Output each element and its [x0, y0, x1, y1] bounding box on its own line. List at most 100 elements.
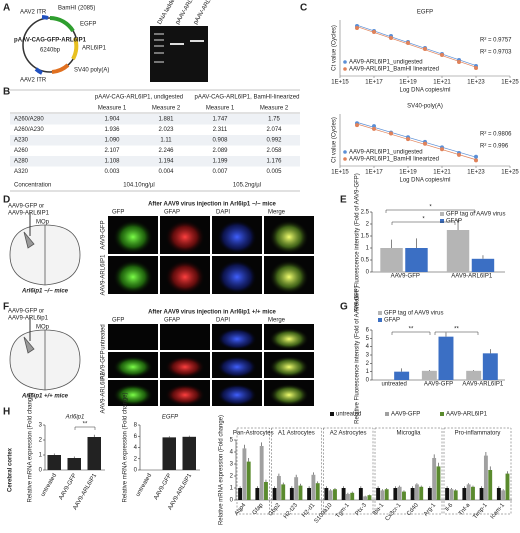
y-axis-label: Relative mRNA expression (Fold change) [219, 415, 225, 525]
data-point [440, 147, 444, 152]
data-point [406, 137, 410, 142]
row-label: AAV9-GFP [101, 220, 107, 249]
itr-segment [41, 15, 49, 20]
bar [462, 488, 467, 500]
trend-line [356, 122, 477, 158]
table-cell: 1.936 [104, 127, 120, 133]
table-header: pAAV-CAG-ARL6IP1, undigested [95, 95, 183, 101]
x-tick-label: AAV9-ARL6IP1 [451, 274, 493, 280]
table-cell: 1.75 [268, 117, 280, 123]
legend-swatch [440, 219, 444, 223]
stain [217, 356, 257, 378]
column-label: DAPI [216, 210, 230, 216]
data-point [372, 30, 376, 34]
data-point [423, 141, 427, 146]
legend-marker [343, 60, 347, 64]
annotation: R² = 0.9703 [480, 50, 512, 56]
table-cell: 2.023 [158, 127, 174, 133]
region-label: Cerebral cortex [8, 447, 14, 492]
trend-line [356, 123, 477, 161]
legend-swatch [330, 412, 334, 416]
map-label: SV40 poly(A) [74, 68, 109, 74]
table-cell: 2.058 [266, 148, 282, 154]
legend-swatch [440, 212, 444, 216]
stain [269, 356, 309, 378]
table-cell: 0.992 [266, 138, 282, 144]
x-tick-label: Timp-1 [472, 502, 489, 520]
bar [479, 488, 484, 500]
bar [328, 490, 333, 500]
legend-swatch [378, 318, 382, 322]
x-tick-label: untreated [135, 473, 153, 498]
bar [345, 494, 350, 500]
chart-title: EGFP [417, 10, 433, 16]
x-tick-label: AAV9-GFP [424, 382, 453, 388]
row-label: untreated [101, 324, 107, 349]
data-point [389, 36, 393, 40]
table-subheader: Measure 2 [152, 106, 181, 112]
legend-marker [343, 157, 347, 161]
legend-marker [343, 150, 347, 154]
group-box [236, 427, 270, 515]
y-axis-label: Relative mRNA expression (Fold change) [123, 392, 129, 502]
legend-label: AAV9-ARL6IP1_undigested [349, 60, 423, 66]
bar [397, 486, 402, 500]
legend-label: AAV9-ARL6IP1_BamHI linearized [349, 157, 439, 163]
arl-segment [71, 37, 79, 60]
y-tick-label: 1 [366, 369, 370, 375]
group-label: A2 Astrocytes [330, 431, 367, 437]
x-tick-label: Cd40 [406, 502, 420, 517]
significance-bracket [391, 221, 456, 225]
annotation: R² = 0.9757 [480, 38, 512, 44]
y-tick-label: 1 [39, 453, 43, 459]
table-cell: 0.005 [266, 169, 282, 175]
stain [269, 260, 309, 294]
y-tick-label: 1 [366, 246, 370, 252]
trend-line [356, 24, 477, 66]
gel-bands [154, 33, 204, 63]
annotation: R² = 0.9806 [480, 132, 512, 138]
y-tick-label: 8 [134, 423, 138, 429]
schematic-label: MOp [36, 220, 50, 226]
x-tick-label: 1E+23 [467, 170, 485, 176]
bar [393, 488, 398, 500]
table-header: pAAV-CAG-ARL6IP1, BamHI-linearized [195, 95, 300, 101]
table-cell: 0.908 [212, 138, 228, 144]
bar [496, 488, 501, 500]
bar [67, 458, 81, 470]
schematic-label: MOp [36, 325, 50, 331]
bar [281, 484, 286, 500]
significance-label: ** [409, 327, 414, 333]
map-label: BamHI (2085) [58, 6, 95, 12]
y-axis-label: Ct value (Cycles) [332, 25, 338, 71]
column-label: Merge [268, 318, 286, 324]
bar [341, 488, 346, 500]
stain [269, 328, 309, 350]
y-tick-label: 3 [39, 423, 43, 429]
bar [414, 484, 419, 500]
bar [162, 437, 176, 470]
stain [217, 384, 257, 406]
data-point [406, 41, 410, 45]
schematic-label: AAV9-GFP or [8, 309, 44, 315]
bar [272, 488, 277, 500]
panel-label: B [3, 87, 10, 98]
table-cell: A260/A280 [14, 117, 44, 123]
group-box [323, 427, 374, 515]
x-tick-label: H2-d1 [301, 502, 317, 519]
bar [453, 490, 458, 500]
y-tick-label: 1.5 [361, 234, 370, 240]
bar [333, 489, 337, 500]
sv40-segment [51, 63, 70, 74]
y-tick-label: 4 [366, 344, 370, 350]
legend-label: AAV9-ARL6IP1_BamHI linearized [349, 67, 439, 73]
brain-schematic [9, 224, 81, 391]
stain [165, 356, 205, 378]
bar [483, 455, 488, 500]
x-tick-label: AAV9-GFP [58, 473, 78, 501]
stain [113, 220, 153, 254]
bar [363, 496, 368, 500]
annotation: R² = 0.996 [480, 144, 509, 150]
table-cell: 1.199 [212, 159, 228, 165]
